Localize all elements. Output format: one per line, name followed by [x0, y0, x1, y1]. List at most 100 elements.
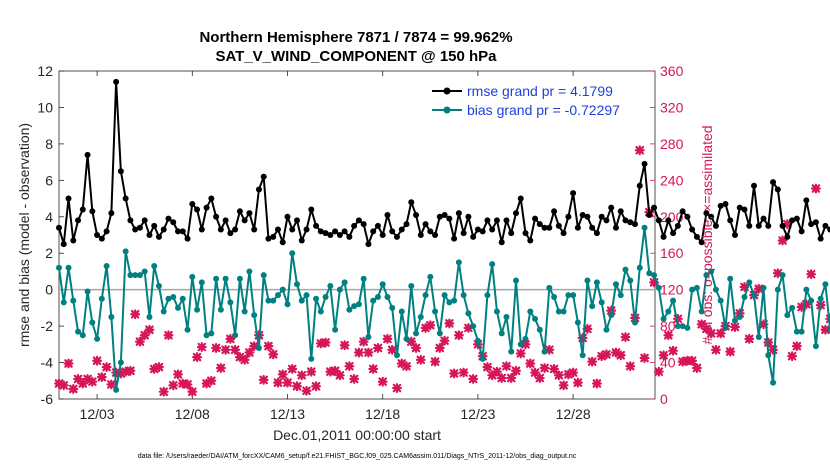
- obs-count-point: [292, 381, 302, 392]
- obs-count-point: [296, 370, 307, 381]
- rmse-point: [455, 210, 462, 217]
- y2-tick-label: 240: [660, 172, 684, 188]
- bias-point: [79, 332, 86, 339]
- rmse-point: [108, 210, 115, 217]
- obs-count-point: [154, 362, 164, 373]
- bias-point: [298, 297, 305, 304]
- rmse-point: [365, 241, 372, 248]
- bias-point: [241, 308, 248, 315]
- bias-point: [413, 330, 420, 337]
- bias-point: [132, 272, 139, 279]
- bias-point: [346, 306, 353, 313]
- rmse-point: [213, 213, 220, 220]
- bias-point: [198, 279, 205, 286]
- obs-count-point: [758, 319, 769, 330]
- legend-bias-marker: [443, 106, 451, 114]
- obs-count-point: [244, 347, 255, 358]
- bias-point: [546, 284, 553, 291]
- y2-tick-label: 360: [660, 63, 684, 79]
- obs-count-point: [63, 358, 74, 369]
- x-axis-label: Dec.01,2011 00:00:00 start: [273, 427, 441, 443]
- bias-point: [555, 308, 562, 315]
- rmse-point: [470, 233, 477, 240]
- y-tick-label: 12: [37, 63, 53, 79]
- rmse-point: [770, 179, 777, 186]
- bias-point: [155, 283, 162, 290]
- rmse-point: [75, 217, 82, 224]
- y2-tick-label: 320: [660, 99, 684, 115]
- obs-count-point: [591, 378, 602, 389]
- bias-point: [217, 306, 224, 313]
- obs-count-point: [677, 356, 688, 367]
- obs-count-point: [282, 377, 293, 388]
- bias-point: [408, 283, 415, 290]
- rmse-point: [446, 215, 453, 222]
- obs-count-point: [801, 299, 812, 310]
- obs-count-point: [392, 383, 402, 394]
- bias-point: [660, 315, 667, 322]
- chart-title: Northern Hemisphere 7871 / 7874 = 99.962…: [199, 29, 512, 46]
- bias-point: [570, 292, 577, 299]
- bias-point: [689, 286, 696, 293]
- bias-point: [598, 299, 605, 306]
- bias-point: [289, 250, 296, 257]
- rmse-point: [441, 211, 448, 218]
- rmse-point: [370, 228, 377, 235]
- obs-count-point: [725, 346, 736, 357]
- rmse-point: [360, 221, 367, 228]
- obs-count-point: [368, 363, 379, 374]
- y-tick-label: 2: [45, 245, 53, 261]
- obs-count-point: [339, 340, 350, 351]
- rmse-point: [760, 215, 767, 222]
- obs-count-point: [334, 370, 345, 381]
- bias-point: [812, 343, 819, 350]
- rmse-point: [712, 222, 719, 229]
- obs-count-point: [482, 362, 493, 373]
- bias-point: [722, 324, 729, 331]
- bias-point: [255, 344, 262, 351]
- rmse-point: [474, 226, 481, 233]
- bias-point: [113, 386, 120, 393]
- bias-point: [803, 286, 810, 293]
- bias-point: [360, 275, 367, 282]
- obs-count-point: [444, 318, 455, 329]
- bias-point: [627, 277, 634, 284]
- obs-count-point: [439, 335, 450, 346]
- obs-count-point: [639, 353, 650, 363]
- obs-count-point: [239, 354, 250, 365]
- rmse-point: [779, 222, 786, 229]
- rmse-point: [622, 217, 629, 224]
- rmse-point: [165, 215, 172, 222]
- obs-count-point: [668, 345, 679, 356]
- bias-point: [213, 275, 220, 282]
- obs-count-point: [54, 378, 64, 389]
- obs-count-point: [511, 365, 521, 376]
- obs-count-point: [453, 330, 464, 341]
- obs-count-point: [582, 323, 593, 334]
- rmse-point: [460, 230, 467, 237]
- obs-count-point: [311, 381, 322, 392]
- obs-count-point: [249, 341, 260, 352]
- obs-count-point: [358, 336, 369, 347]
- obs-count-point: [449, 368, 460, 379]
- rmse-point: [432, 232, 439, 238]
- bias-point: [89, 319, 96, 326]
- rmse-point: [817, 235, 824, 242]
- bias-point: [208, 330, 215, 337]
- bias-point: [760, 284, 767, 291]
- obs-count-point: [387, 344, 398, 355]
- obs-count-point: [77, 378, 88, 389]
- rmse-point: [427, 228, 434, 235]
- rmse-point: [555, 222, 562, 229]
- bias-point: [379, 281, 386, 288]
- obs-count-point: [211, 343, 222, 353]
- rmse-point: [355, 217, 362, 224]
- legend-bias-label: bias grand pr = -0.72297: [467, 102, 620, 118]
- rmse-point: [598, 213, 605, 220]
- rmse-point: [612, 224, 619, 231]
- rmse-point: [294, 217, 301, 224]
- bias-point: [503, 314, 510, 320]
- obs-count-point: [577, 333, 588, 343]
- obs-count-point: [563, 369, 574, 380]
- bias-point: [365, 334, 372, 341]
